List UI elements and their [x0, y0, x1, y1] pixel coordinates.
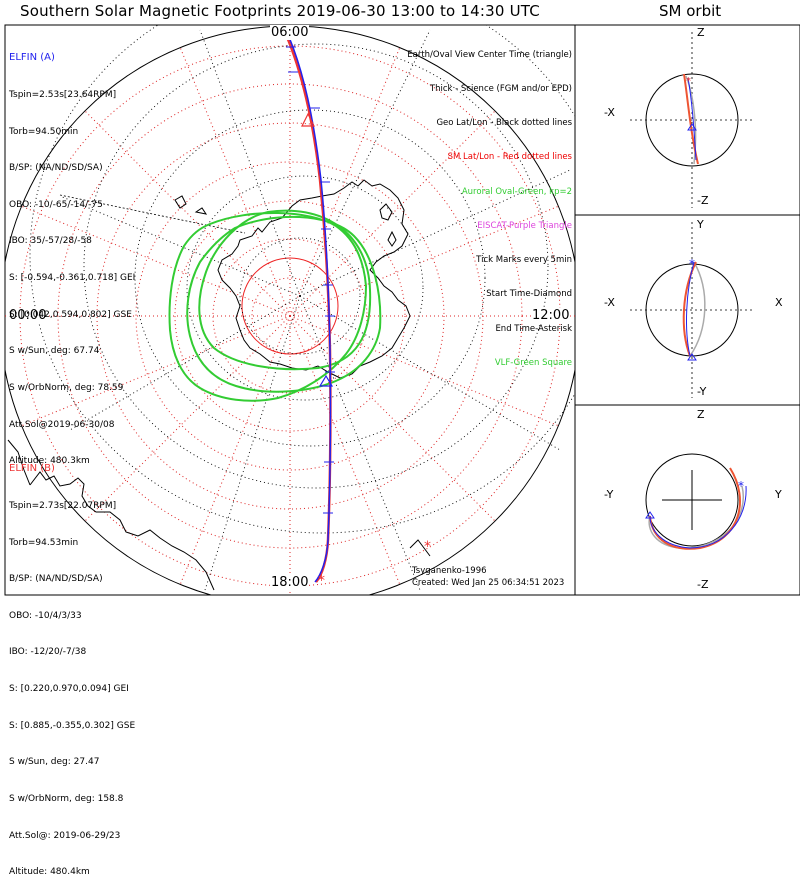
legend-item: EISCAT-Purple Triangle [477, 220, 572, 231]
elfin-b-line: S w/OrbNorm, deg: 158.8 [9, 793, 124, 804]
elfin-b-line: Altitude: 480.4km [9, 867, 90, 878]
track-ticks [286, 46, 335, 514]
elfin-b-line: S w/Sun, deg: 27.47 [9, 757, 100, 768]
legend-item: Start Time-Diamond [486, 289, 572, 300]
elfin-b-name: ELFIN (B) [9, 463, 55, 475]
orbit-axis-label: -Y [697, 385, 707, 398]
lt-label-left: 00:00 [8, 308, 48, 323]
orbit-axis-label: -X [604, 106, 615, 119]
legend-item: Auroral Oval-Green, kp=2 [461, 186, 572, 197]
elfin-b-line: OBO: -10/4/3/33 [9, 610, 82, 621]
orbit-panel-frame [574, 24, 800, 596]
legend-item: Earth/Oval View Center Time (triangle) [407, 49, 572, 60]
sm-pole-circle [241, 257, 339, 355]
elfin-b-line: Tspin=2.73s[22.07RPM] [9, 501, 117, 512]
svg-text:*: * [424, 539, 431, 555]
lt-label-top: 06:00 [270, 25, 310, 40]
orbit-axis-label: -Z [697, 578, 709, 591]
elfin-a-line: Torb=94.50min [9, 126, 79, 137]
end-asterisk: * [318, 573, 325, 589]
elfin-b-line: B/SP: (NA/ND/SD/SA) [9, 574, 103, 585]
elfin-a-line: B/SP: (NA/ND/SD/SA) [9, 163, 103, 174]
elfin-a-info: ELFIN (A) Tspin=2.53s[23.64RPM] Torb=94.… [9, 28, 135, 480]
legend-item: VLF-Green Square [494, 357, 572, 368]
legend: Earth/Oval View Center Time (triangle) T… [407, 27, 572, 381]
elfin-a-line: Att.Sol@2019-06-30/08 [9, 419, 115, 430]
orbit-axis-label: -Y [604, 488, 614, 501]
model-credit: Tsyganenko-1996 [412, 566, 487, 576]
elfin-b-line: Att.Sol@: 2019-06-29/23 [9, 830, 121, 841]
antarctica-coastline [217, 179, 411, 379]
legend-item: Tick Marks every 5min [476, 255, 572, 266]
elfin-a-track [284, 27, 332, 583]
elfin-a-line: S w/OrbNorm, deg: 78.59 [9, 382, 124, 393]
orbit-axis-label: Y [775, 488, 782, 501]
legend-item: Thick - Science (FGM and/or EPD) [429, 84, 572, 95]
elfin-a-line: S: [-0.594,-0.361,0.718] GEI [9, 273, 136, 284]
elfin-b-line: S: [0.885,-0.355,0.302] GSE [9, 720, 136, 731]
orbit-title: SM orbit [659, 2, 722, 20]
elfin-b-info: ELFIN (B) Tspin=2.73s[22.07RPM] Torb=94.… [9, 439, 135, 891]
orbit-panel-xy: * [630, 222, 754, 398]
elfin-a-line: OBO: -10/-65/-14/-75 [9, 199, 103, 210]
created-timestamp: Created: Wed Jan 25 06:34:51 2023 [412, 578, 565, 588]
elfin-a-line: S: [0.042,0.594,0.802] GSE [9, 309, 132, 320]
orbit-axis-label: -Z [697, 194, 709, 207]
elfin-b-line: S: [0.220,0.970,0.094] GEI [9, 684, 129, 695]
elfin-a-line: Altitude: 480.3km [9, 456, 90, 467]
orbit-panel-yz: * [645, 453, 747, 550]
legend-item: End Time-Asterisk [495, 323, 572, 334]
svg-text:*: * [689, 257, 695, 271]
legend-item: SM Lat/Lon - Red dotted lines [447, 152, 572, 163]
view-center-triangle [301, 112, 315, 127]
orbit-axis-label: X [775, 296, 783, 309]
elfin-a-line: S w/Sun, deg: 67.74 [9, 346, 100, 357]
legend-item: Geo Lat/Lon - Black dotted lines [436, 118, 572, 129]
orbit-axis-label: Z [697, 26, 705, 39]
elfin-a-name: ELFIN (A) [9, 52, 55, 64]
lt-label-bottom: 18:00 [270, 575, 310, 590]
lt-label-right: 12:00 [531, 308, 571, 323]
orbit-axis-label: Y [697, 218, 704, 231]
svg-text:*: * [738, 479, 744, 493]
view-center-triangle [318, 374, 334, 387]
auroral-oval [168, 209, 382, 402]
geo-grid [29, 25, 575, 591]
elfin-b-line: Torb=94.53min [9, 537, 79, 548]
orbit-panel-xz: * [630, 32, 754, 208]
elfin-b-line: IBO: -12/20/-7/38 [9, 647, 87, 658]
elfin-a-line: Tspin=2.53s[23.64RPM] [9, 90, 117, 101]
orbit-axis-label: Z [697, 408, 705, 421]
svg-text:*: * [686, 76, 691, 87]
page-title: Southern Solar Magnetic Footprints 2019-… [20, 2, 540, 20]
elfin-a-line: IBO: 35/-57/28/-58 [9, 236, 92, 247]
orbit-axis-label: -X [604, 296, 615, 309]
continent-coastline [29, 471, 215, 591]
